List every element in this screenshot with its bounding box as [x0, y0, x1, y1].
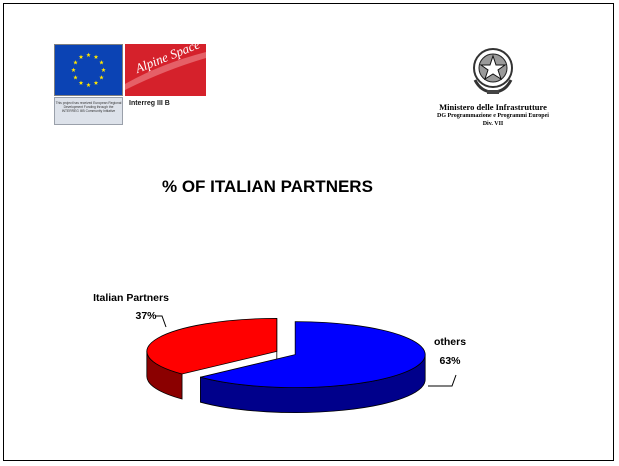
- slice-value-others: 63%: [439, 355, 461, 367]
- eu-flag-icon: [54, 44, 123, 96]
- ministry-department: DG Programmazione e Programmi Europei: [437, 113, 549, 119]
- leader-line: [155, 315, 167, 328]
- pie-slice-top: [146, 318, 278, 375]
- pie-chart: Italian Partners 37% others 63%: [93, 292, 466, 413]
- slice-label-italian-partners: Italian Partners: [93, 292, 169, 304]
- ministry-name: Ministero delle Infrastrutture: [439, 102, 547, 112]
- slide: This project has received European Regio…: [3, 3, 614, 461]
- alpine-space-badge: Alpine Space: [125, 44, 206, 96]
- chart-title: % OF ITALIAN PARTNERS: [162, 177, 373, 196]
- italian-republic-emblem-icon: [469, 46, 517, 96]
- eu-funding-caption: This project has received European Regio…: [54, 97, 123, 125]
- interreg-alpine-space-logo: This project has received European Regio…: [54, 44, 206, 126]
- ministry-division: Div. VII: [482, 121, 504, 127]
- interreg-label: Interreg III B: [129, 100, 170, 107]
- pie-slice-others: [200, 321, 426, 413]
- slice-label-others: others: [434, 336, 466, 348]
- pie-slice-top: [200, 321, 426, 388]
- slice-value-italian-partners: 37%: [135, 310, 157, 322]
- leader-line: [428, 374, 457, 387]
